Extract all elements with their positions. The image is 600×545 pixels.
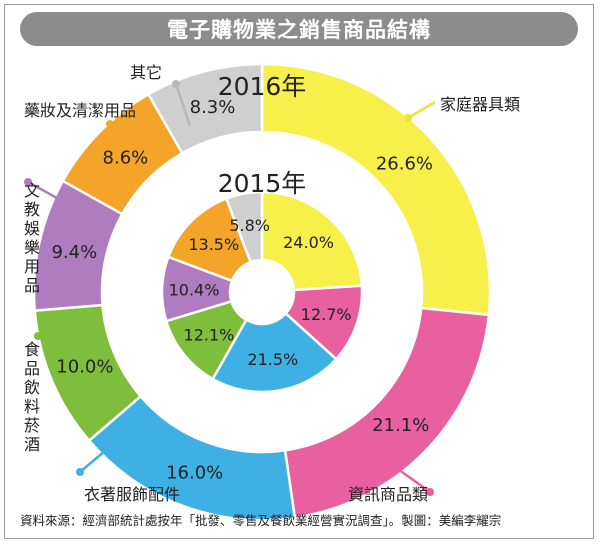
value-label-2015-apparel: 21.5% (247, 350, 298, 369)
value-label-2016-it-products: 21.1% (372, 415, 429, 436)
leader-dot-food-beverage (34, 332, 42, 340)
leader-line-home-appliances (407, 100, 436, 120)
value-label-2015-food-beverage: 12.1% (184, 325, 235, 344)
leader-dot-apparel (76, 468, 84, 476)
value-label-2016-cosmetics-cleaning: 8.6% (103, 148, 149, 169)
value-label-2015-cosmetics-cleaning: 13.5% (188, 235, 239, 254)
slice-2015-other (224, 190, 264, 264)
leader-line-culture-entertainment (27, 180, 85, 215)
leader-dot-other (172, 80, 180, 88)
leader-dot-home-appliances (404, 114, 412, 122)
value-label-2015-home-appliances: 24.0% (283, 233, 334, 252)
category-label-food-beverage: 食品飲料菸酒 (24, 340, 40, 454)
leader-dot-it-products (426, 488, 434, 496)
outer-ring (32, 62, 492, 522)
leader-dot-cosmetics-cleaning (106, 120, 114, 128)
leader-dot-culture-entertainment (24, 178, 32, 186)
value-label-2015-other: 5.8% (229, 216, 270, 235)
leader-line-apparel (79, 439, 119, 473)
category-label-apparel: 衣著服飾配件 (84, 485, 180, 504)
title-bar: 電子購物業之銷售商品結構 (20, 12, 578, 46)
outer-ring-year-label: 2016年 (218, 72, 307, 101)
category-label-cosmetics-cleaning: 藥妝及清潔用品 (24, 101, 136, 120)
chart-title: 電子購物業之銷售商品結構 (167, 18, 431, 42)
slice-2015-apparel (211, 311, 338, 394)
category-label-other: 其它 (130, 63, 162, 82)
slice-2015-home-appliances (260, 190, 364, 292)
leader-line-it-products (387, 460, 431, 494)
value-label-2016-other: 8.3% (190, 97, 236, 118)
leader-line-cosmetics-cleaning (109, 123, 139, 151)
value-label-2015-culture-entertainment: 10.4% (169, 281, 220, 300)
value-label-2016-home-appliances: 26.6% (376, 154, 433, 175)
leader-line-other (174, 83, 192, 127)
value-label-2015-it-products: 12.7% (301, 305, 352, 324)
inner-ring (160, 190, 364, 394)
value-label-2016-culture-entertainment: 9.4% (51, 242, 97, 263)
slice-2016-home-appliances (260, 62, 492, 317)
category-label-it-products: 資訊商品類 (348, 485, 428, 504)
source-note: 資料來源：經濟部統計處按年「批發、零售及餐飲業經營實況調查」。製圖：美編李耀宗 (20, 513, 502, 528)
inner-ring-year-label: 2015年 (218, 169, 307, 198)
value-label-2016-apparel: 16.0% (166, 462, 223, 483)
category-label-home-appliances: 家庭器具類 (440, 95, 520, 114)
value-labels: 26.6% 21.1% 16.0% 10.0% 9.4% 8.6% 8.3% 24.0% 12.… (51, 97, 433, 483)
slice-2015-cosmetics-cleaning (166, 196, 253, 283)
category-label-culture-entertainment: 文教娛樂用品 (24, 181, 40, 295)
value-label-2016-food-beverage: 10.0% (56, 357, 113, 378)
